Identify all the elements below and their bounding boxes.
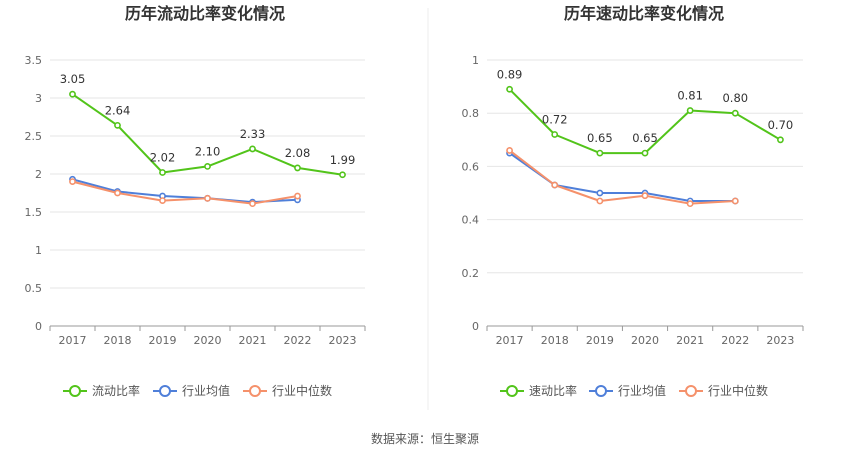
data-point [641,149,649,157]
y-tick-label: 3.5 [25,54,43,67]
legend-item-2[interactable]: 行业均值 [589,383,666,398]
x-tick-label: 2022 [284,334,312,347]
legend-item-3[interactable]: 行业中位数 [243,383,332,398]
y-tick-label: 0.4 [462,214,480,227]
x-tick-label: 2021 [676,334,704,347]
legend-label: 行业中位数 [272,383,332,398]
legend-item-1[interactable]: 流动比率 [63,383,140,398]
x-tick-label: 2020 [631,334,659,347]
data-point [159,197,166,204]
chart-title: 历年速动比率变化情况 [564,4,724,23]
x-tick-label: 2023 [766,334,794,347]
y-tick-label: 2 [35,168,42,181]
legend-marker-icon [69,385,81,397]
x-tick-label: 2019 [149,334,177,347]
data-point [204,162,211,170]
data-point [114,189,121,197]
data-label: 0.65 [587,131,613,145]
data-point [686,200,694,208]
data-label: 0.80 [722,91,748,105]
data-point [294,164,301,172]
chart-panel-1: 历年流动比率变化情况 0 0.5 1 1.5 2 2.5 3 3.5 2017 2018 2019 20… [25,4,366,398]
x-tick-label: 2017 [59,334,87,347]
data-point [506,147,513,154]
data-point [294,192,301,200]
data-point [731,109,739,117]
y-tick-label: 1.5 [25,206,43,219]
data-point [596,189,604,197]
data-point [69,178,76,185]
x-tick-label: 2023 [329,334,357,347]
legend-item-2[interactable]: 行业均值 [153,383,230,398]
y-tick-label: 0 [472,320,479,333]
series-line-3 [508,149,736,205]
y-tick-label: 0.6 [462,160,480,173]
data-label: 2.64 [105,103,131,117]
y-tick-label: 0.2 [462,267,480,280]
y-tick-label: 1 [472,54,479,67]
x-tick-label: 2018 [541,334,569,347]
y-tick-label: 3 [35,92,42,105]
x-tick-label: 2018 [104,334,132,347]
data-label: 1.99 [330,153,356,167]
data-label: 2.33 [240,127,266,141]
legend-item-3[interactable]: 行业中位数 [679,383,768,398]
x-tick-label: 2017 [496,334,524,347]
y-tick-label: 0 [35,320,42,333]
legend-label: 行业中位数 [708,383,768,398]
data-label: 0.81 [677,89,703,103]
data-label: 2.02 [150,150,176,164]
data-point [777,136,784,144]
data-point [551,181,559,189]
source-label: 数据来源：恒生聚源 [371,431,479,446]
data-point [69,90,76,98]
data-point [249,200,256,208]
legend-label: 行业均值 [618,383,666,398]
data-point [249,145,256,153]
data-point [641,192,649,200]
legend-marker-icon [685,385,697,397]
data-point [339,171,346,179]
y-tick-label: 0.5 [25,282,43,295]
y-tick-label: 0.8 [462,107,480,120]
legend-label: 流动比率 [92,383,140,398]
legend-marker-icon [159,385,171,397]
data-label: 0.89 [497,67,523,81]
data-point [159,169,166,176]
data-point [596,197,604,205]
data-label: 3.05 [60,72,86,86]
data-point [686,107,694,114]
legend-item-1[interactable]: 速动比率 [500,383,577,398]
data-label: 2.10 [195,144,221,158]
legend-label: 行业均值 [182,383,230,398]
data-point [596,149,604,157]
data-point [731,197,739,205]
data-point [114,121,121,129]
data-point [551,131,559,138]
y-tick-label: 1 [35,244,42,257]
chart-title: 历年流动比率变化情况 [125,4,285,23]
x-tick-label: 2021 [239,334,267,347]
legend-marker-icon [506,385,518,397]
x-tick-label: 2019 [586,334,614,347]
data-label: 0.70 [768,118,794,132]
legend-marker-icon [249,385,261,397]
data-label: 2.08 [285,146,311,160]
data-label: 0.65 [632,131,658,145]
data-label: 0.72 [542,112,568,126]
data-point [204,194,211,202]
data-point [506,85,513,93]
x-tick-label: 2020 [194,334,222,347]
series-line-3 [72,180,298,205]
y-tick-label: 2.5 [25,130,43,143]
legend-label: 速动比率 [529,383,577,398]
x-tick-label: 2022 [721,334,749,347]
legend-marker-icon [595,385,607,397]
